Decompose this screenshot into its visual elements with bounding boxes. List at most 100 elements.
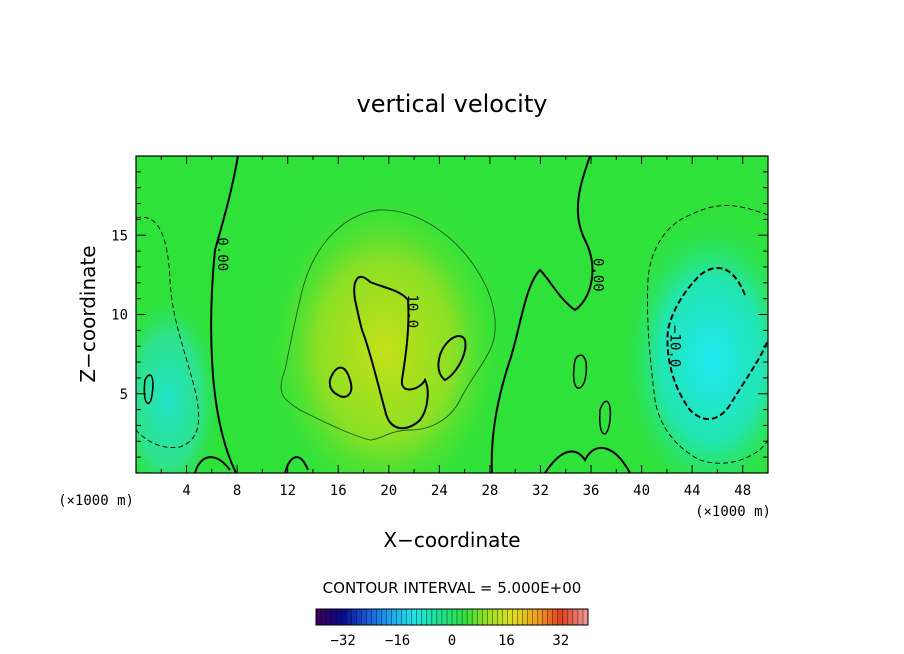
colorbar-tick-label: −16 — [385, 633, 410, 649]
y-unit-label: (×1000 m) — [58, 493, 134, 509]
contour-zero-bottom-right — [544, 446, 631, 473]
contour-labels: 0.00 10.0 0.00 −10.0 — [214, 237, 683, 367]
negative-core-left — [136, 290, 223, 473]
colorbar-cell — [572, 609, 579, 625]
colorbar-cell — [316, 609, 322, 625]
colorbar-cell — [391, 609, 397, 625]
y-tick-label: 15 — [111, 228, 128, 244]
colorbar-cell — [346, 609, 352, 625]
colorbar-cell — [467, 609, 473, 625]
colorbar-cell — [552, 609, 559, 625]
x-tick-label: 28 — [481, 483, 498, 499]
colorbar-cell — [557, 609, 564, 625]
negative-core-right — [617, 210, 768, 473]
colorbar-tick-label: 0 — [448, 633, 456, 649]
x-unit-label: (×1000 m) — [695, 504, 771, 520]
colorbar-cell — [497, 609, 503, 625]
x-tick-label: 20 — [380, 483, 397, 499]
colorbar-cell — [381, 609, 387, 625]
x-tick-label: 32 — [532, 483, 549, 499]
y-axis: 5 10 15 — [111, 171, 768, 458]
contour-zero-right — [490, 156, 594, 473]
colorbar-cell — [547, 609, 554, 625]
colorbar-cell — [522, 609, 528, 625]
y-axis-title: Z−coordinate — [76, 245, 100, 382]
colorbar-cell — [542, 609, 549, 625]
colorbar-tick-label: −32 — [331, 633, 356, 649]
colorbar-cell — [366, 609, 372, 625]
colorbar-tick-label: 32 — [552, 633, 569, 649]
colorbar-cell — [416, 609, 423, 625]
colorbar-cell — [336, 609, 342, 625]
contour-plus5 — [280, 209, 496, 441]
colorbar-cell — [386, 609, 392, 625]
colorbar-cell — [401, 609, 407, 625]
colorbar-cell — [411, 609, 418, 625]
contour-label: 0.00 — [590, 258, 606, 292]
contour-plus10-main — [353, 275, 429, 430]
colorbar-ticks: −32 −16 0 16 32 — [331, 633, 570, 649]
contour-label: 10.0 — [404, 294, 420, 328]
y-tick-label: 10 — [111, 308, 128, 324]
colorbar-cell — [452, 609, 458, 625]
contour-zero-left — [210, 156, 239, 473]
contour-minus5-left — [136, 216, 200, 448]
colorbar-cell — [457, 609, 463, 625]
x-tick-label: 36 — [583, 483, 600, 499]
colorbar-cell — [532, 609, 538, 625]
colorbar — [315, 608, 589, 626]
colorbar-cell — [436, 609, 443, 625]
colorbar-cell — [406, 609, 413, 625]
contour-zero-bottom-mid — [284, 456, 309, 473]
colorbar-cell — [492, 609, 498, 625]
colorbar-cell — [487, 609, 493, 625]
colorbar-cell — [517, 609, 523, 625]
x-tick-label: 16 — [330, 483, 347, 499]
colorbar-cell — [582, 609, 589, 625]
contour-small-features — [143, 354, 612, 435]
colorbar-cell — [376, 609, 382, 625]
x-tick-label: 24 — [431, 483, 448, 499]
colorbar-cell — [567, 609, 574, 625]
y-tick-label: 5 — [120, 387, 128, 403]
x-tick-label: 12 — [279, 483, 296, 499]
x-axis: 4 8 12 16 20 24 28 32 36 40 44 48 — [160, 156, 751, 499]
contour-zero-bottom-left — [194, 456, 231, 473]
colorbar-cell — [482, 609, 488, 625]
colorbar-cell — [577, 609, 584, 625]
positive-core — [260, 185, 510, 473]
contour-plus10-blob — [328, 366, 353, 398]
colorbar-cell — [331, 609, 337, 625]
contour-minus5-right — [647, 205, 768, 464]
plot-area — [136, 156, 768, 473]
colorbar-cell — [396, 609, 402, 625]
contour-plus10-small — [437, 335, 467, 382]
colorbar-tick-label: 16 — [498, 633, 515, 649]
contour-interval-note: CONTOUR INTERVAL = 5.000E+00 — [323, 579, 582, 597]
colorbar-cell — [537, 609, 543, 625]
contour-label: 0.00 — [214, 237, 230, 271]
colorbar-cell — [502, 609, 508, 625]
colorbar-cell — [351, 609, 357, 625]
colorbar-cell — [426, 609, 433, 625]
colorbar-cell — [477, 609, 483, 625]
contour-minus10-right — [666, 266, 768, 420]
colorbar-cell — [527, 609, 533, 625]
x-tick-label: 4 — [182, 483, 190, 499]
colorbar-cell — [421, 609, 428, 625]
colorbar-cell — [431, 609, 438, 625]
x-tick-label: 48 — [734, 483, 751, 499]
colorbar-cell — [356, 609, 362, 625]
colorbar-cell — [446, 609, 453, 625]
colorbar-cell — [562, 609, 569, 625]
chart-title: vertical velocity — [357, 90, 548, 118]
colorbar-cell — [462, 609, 468, 625]
colorbar-cell — [361, 609, 367, 625]
colorbar-cell — [507, 609, 513, 625]
colorbar-cell — [326, 609, 332, 625]
x-tick-label: 8 — [233, 483, 241, 499]
colorbar-cell — [512, 609, 518, 625]
colorbar-frame — [315, 608, 589, 626]
x-tick-label: 40 — [633, 483, 650, 499]
